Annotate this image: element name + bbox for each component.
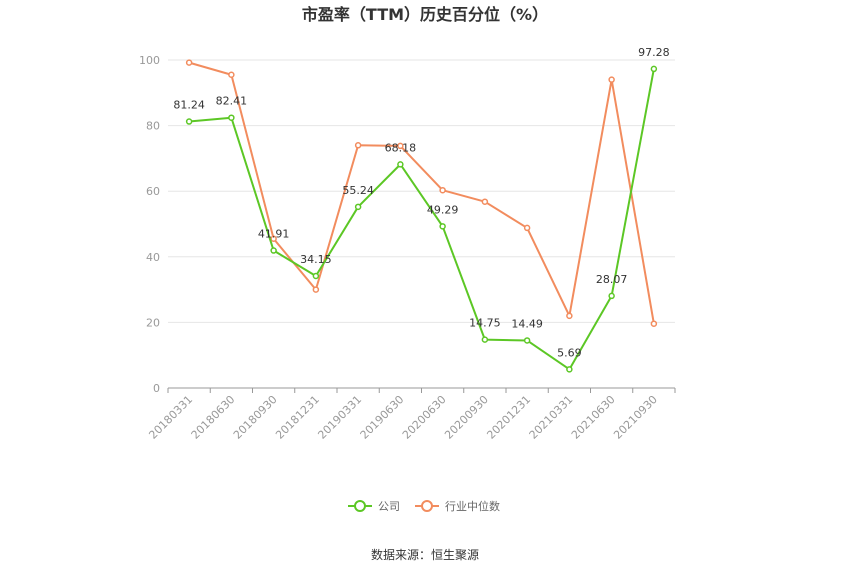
data-label: 34.15 xyxy=(300,253,332,266)
x-tick-label: 20200630 xyxy=(400,393,449,442)
data-point xyxy=(523,337,531,344)
data-point xyxy=(228,71,235,79)
data-label: 81.24 xyxy=(173,99,205,112)
data-point xyxy=(608,76,615,83)
y-tick-label: 20 xyxy=(146,316,160,329)
data-label: 14.49 xyxy=(511,317,543,330)
data-label: 49.29 xyxy=(427,203,459,216)
x-axis: 2018033120180630201809302018123120190331… xyxy=(146,387,676,442)
x-tick-label: 20210630 xyxy=(569,393,618,442)
chart-title: 市盈率（TTM）历史百分位（%） xyxy=(302,5,548,24)
data-point xyxy=(523,224,531,232)
data-point xyxy=(312,272,320,280)
x-tick-label: 20200930 xyxy=(442,393,491,442)
data-point xyxy=(228,114,235,121)
data-point xyxy=(439,223,446,230)
data-label: 14.75 xyxy=(469,317,501,330)
y-tick-label: 60 xyxy=(146,185,160,198)
x-tick-label: 20180930 xyxy=(231,393,280,442)
y-axis: 0 20 40 60 80 100 xyxy=(139,54,160,395)
data-point xyxy=(608,292,615,300)
legend-swatch-marker xyxy=(421,500,433,512)
data-point xyxy=(270,235,277,243)
data-label: 41.91 xyxy=(258,228,290,241)
source-note: 数据来源：恒生聚源 xyxy=(371,547,479,562)
series-layer xyxy=(185,59,658,373)
y-tick-label: 0 xyxy=(153,382,160,395)
x-tick-label: 20180630 xyxy=(189,393,238,442)
x-tick-label: 20201231 xyxy=(484,393,533,442)
x-tick-label: 20180331 xyxy=(146,393,195,442)
data-point xyxy=(650,320,658,327)
grid xyxy=(168,59,675,323)
x-tick-label: 20210930 xyxy=(611,393,660,442)
data-point xyxy=(397,161,404,168)
y-tick-label: 100 xyxy=(139,54,160,67)
data-point xyxy=(312,286,320,293)
data-point xyxy=(481,198,489,205)
data-point xyxy=(270,247,277,254)
data-point xyxy=(650,65,658,73)
data-point xyxy=(566,366,573,373)
data-point xyxy=(185,118,193,125)
data-point xyxy=(185,59,193,66)
data-point xyxy=(354,142,362,149)
x-tick-label: 20181231 xyxy=(273,393,322,442)
x-tick-label: 20190331 xyxy=(315,393,364,442)
data-label: 55.24 xyxy=(342,184,374,197)
data-point xyxy=(354,203,362,211)
data-labels: 81.24 82.41 41.91 34.15 55.24 68.18 49.29 14.75… xyxy=(173,46,669,359)
data-point xyxy=(439,186,446,194)
data-point xyxy=(566,312,573,320)
legend-label: 行业中位数 xyxy=(445,499,500,513)
data-point xyxy=(397,142,404,150)
data-label: 97.28 xyxy=(638,46,670,59)
legend-label: 公司 xyxy=(378,500,400,513)
data-label: 5.69 xyxy=(557,346,582,359)
legend[interactable]: 公司 行业中位数 xyxy=(348,499,500,513)
data-label: 82.41 xyxy=(216,95,248,108)
legend-swatch-marker xyxy=(354,500,366,512)
data-label: 28.07 xyxy=(596,273,628,286)
series-line xyxy=(189,68,655,371)
data-label: 68.18 xyxy=(385,141,417,154)
y-tick-label: 80 xyxy=(146,120,160,133)
x-tick-label: 20190630 xyxy=(358,393,407,442)
series-line xyxy=(188,61,655,324)
x-tick-label: 20210331 xyxy=(527,393,576,442)
data-point xyxy=(481,336,489,343)
legend-item[interactable]: 行业中位数 xyxy=(415,499,500,513)
y-tick-label: 40 xyxy=(146,251,160,264)
legend-item[interactable]: 公司 xyxy=(348,500,400,513)
